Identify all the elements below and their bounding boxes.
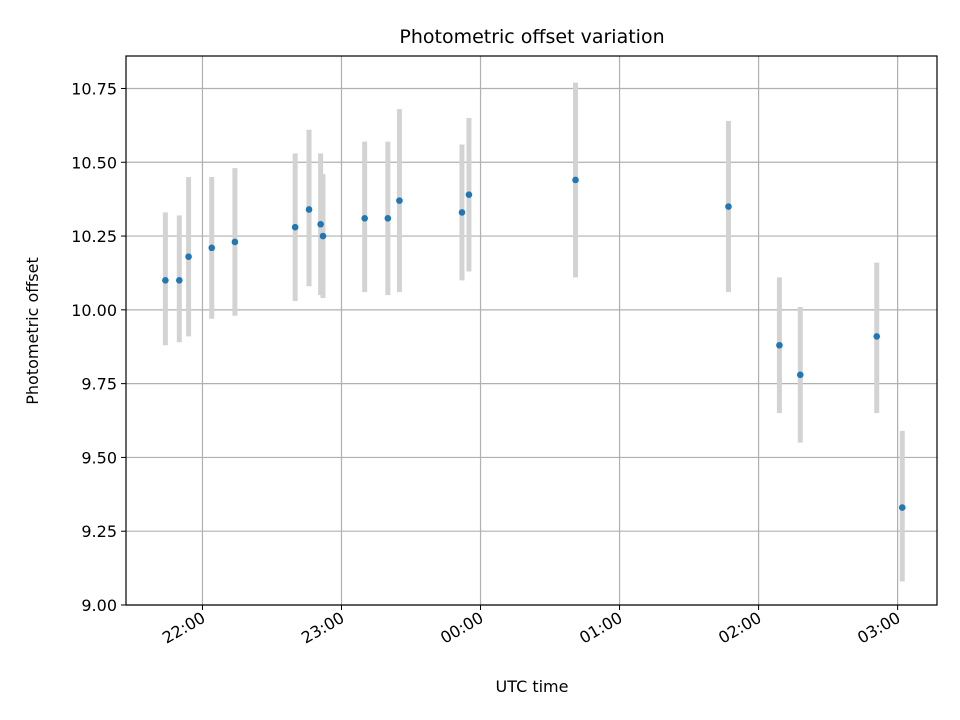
- plot-frame: [125, 55, 938, 606]
- x-tick-label: 02:00: [715, 608, 764, 648]
- y-tick-label: 10.25: [71, 227, 117, 246]
- data-points: [162, 176, 906, 511]
- y-axis-title: Photometric offset: [23, 257, 42, 405]
- y-tick-label: 9.50: [81, 448, 117, 467]
- data-point: [305, 206, 313, 213]
- data-point: [898, 504, 906, 511]
- data-point: [384, 215, 392, 222]
- grid-lines: [126, 56, 937, 606]
- x-tick-label: 03:00: [854, 608, 903, 648]
- y-tick-label: 10.75: [71, 79, 117, 98]
- data-point: [162, 277, 169, 284]
- y-tick-label: 9.75: [81, 375, 117, 394]
- error-bars: [162, 82, 905, 582]
- data-point: [796, 371, 804, 379]
- data-point: [208, 244, 216, 252]
- x-axis: 22:00 23:00 00:00 01:00 02:00 03:00: [159, 605, 904, 648]
- data-point: [465, 191, 473, 199]
- y-tick-label: 9.00: [81, 596, 117, 615]
- y-axis: 9.00 9.25 9.50 9.75 10.00 10.25 10.50 10.75: [71, 79, 126, 615]
- y-tick-label: 9.25: [81, 522, 117, 541]
- data-point: [873, 333, 881, 340]
- x-axis-title: UTC time: [496, 677, 569, 696]
- data-point: [317, 220, 324, 228]
- y-tick-label: 10.50: [71, 153, 117, 172]
- x-tick-label: 23:00: [298, 608, 347, 648]
- chart-title: Photometric offset variation: [399, 26, 664, 48]
- data-point: [396, 197, 403, 204]
- x-tick-label: 00:00: [437, 608, 486, 648]
- data-point: [725, 203, 732, 210]
- x-tick-label: 22:00: [159, 608, 208, 648]
- data-point: [175, 277, 183, 284]
- data-point: [361, 215, 368, 222]
- data-point: [776, 341, 783, 349]
- x-tick-label: 01:00: [576, 608, 625, 648]
- data-point: [572, 176, 579, 184]
- data-point: [291, 223, 299, 231]
- data-point: [231, 238, 239, 246]
- data-point: [458, 209, 466, 216]
- y-tick-label: 10.00: [71, 301, 117, 320]
- data-point: [319, 232, 327, 240]
- data-point: [185, 253, 192, 261]
